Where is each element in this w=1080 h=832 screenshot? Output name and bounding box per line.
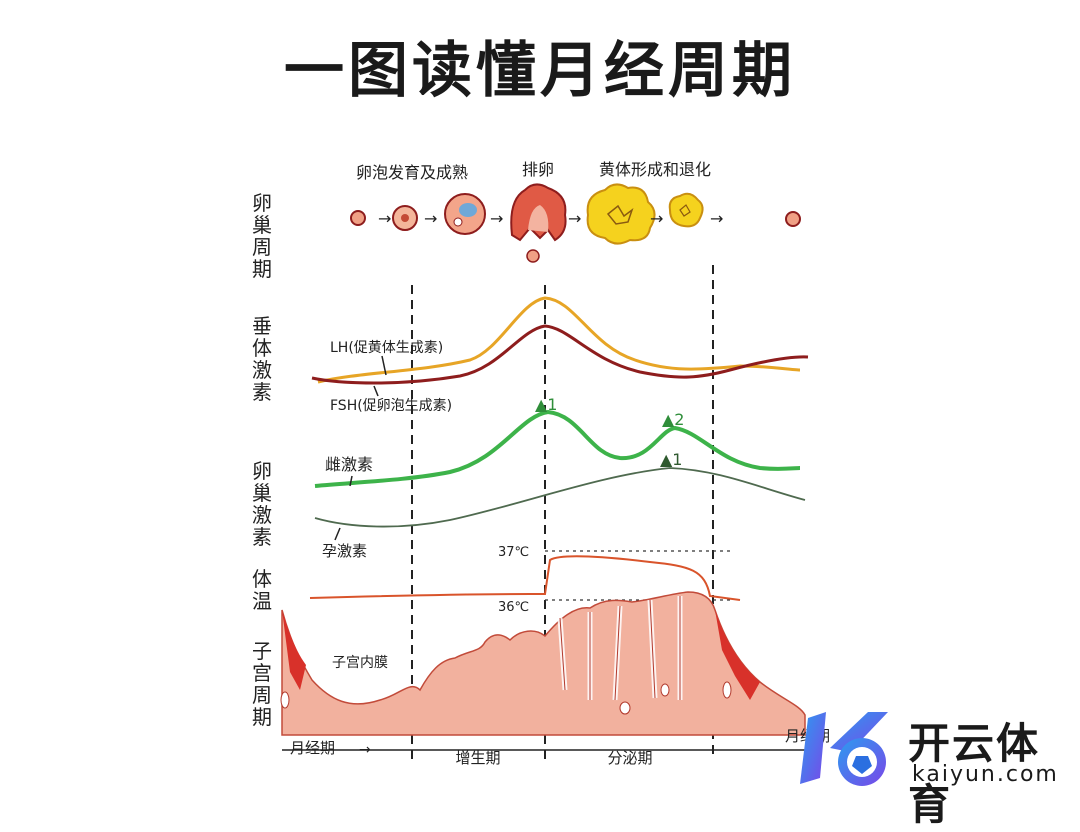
endometrium-illustration bbox=[280, 591, 806, 736]
fsh-label: FSH(促卵泡生成素) bbox=[330, 398, 452, 414]
stage-label-corpus-luteum: 黄体形成和退化 bbox=[599, 160, 711, 179]
corpus-luteum-large bbox=[586, 183, 656, 245]
fsh-curve bbox=[311, 324, 809, 385]
progesterone-label: 孕激素 bbox=[322, 542, 367, 560]
follicle-stage-1 bbox=[350, 210, 366, 226]
progesterone-label-pointer bbox=[334, 527, 341, 541]
follicle-stage-3 bbox=[444, 193, 486, 235]
temperature-curve bbox=[309, 555, 741, 601]
lh-label-pointer bbox=[381, 355, 387, 376]
phase-secretory: 分泌期 bbox=[607, 749, 652, 767]
menstrual-cycle-diagram: 卵泡发育及成熟 排卵 黄体形成和退化 → → → → → → LH(促黄体生成素… bbox=[280, 160, 830, 767]
row-label-body-temp: 体温 bbox=[252, 567, 272, 613]
temp-low-label: 36℃ bbox=[498, 600, 529, 615]
arrow-5: → bbox=[650, 209, 663, 228]
arrow-6: → bbox=[710, 209, 723, 228]
row-label-ovarian-hormones: 卵巢激素 bbox=[252, 459, 272, 549]
progesterone-curve bbox=[314, 467, 806, 528]
row-label-ovary-cycle: 卵巢周期 bbox=[252, 191, 272, 281]
arrow-4: → bbox=[568, 209, 581, 228]
stage-label-follicle: 卵泡发育及成熟 bbox=[356, 163, 468, 182]
endometrium-label: 子宫内膜 bbox=[332, 655, 388, 671]
phase-arrow-left: —→ bbox=[345, 742, 371, 758]
new-follicle bbox=[785, 211, 801, 227]
arrow-3: → bbox=[490, 209, 503, 228]
stage-label-ovulation: 排卵 bbox=[522, 160, 554, 179]
peak-marker-3: ▲1 bbox=[660, 450, 682, 469]
watermark-en: kaiyun.com bbox=[912, 762, 1059, 787]
peak-marker-1: ▲1 bbox=[535, 395, 557, 414]
phase-proliferative: 增生期 bbox=[455, 749, 500, 767]
fsh-label-pointer bbox=[373, 385, 379, 397]
ovulation-follicle bbox=[510, 183, 567, 263]
peak-marker-2: ▲2 bbox=[662, 410, 684, 429]
arrow-1: → bbox=[378, 209, 391, 228]
corpus-luteum-small bbox=[668, 192, 704, 228]
arrow-2: → bbox=[424, 209, 437, 228]
estrogen-curve bbox=[314, 409, 801, 488]
estrogen-label-pointer bbox=[349, 475, 353, 487]
row-label-uterus-cycle: 子宫周期 bbox=[252, 639, 272, 729]
kaiyun-watermark: 开云体育 kaiyun.com bbox=[790, 700, 1080, 829]
row-label-pituitary-hormones: 垂体激素 bbox=[252, 314, 272, 404]
phase-menstrual-start: 月经期 bbox=[290, 739, 335, 757]
estrogen-label: 雌激素 bbox=[325, 455, 373, 474]
follicle-stage-2 bbox=[392, 205, 418, 231]
page-title: 一图读懂月经周期 bbox=[284, 36, 796, 106]
lh-label: LH(促黄体生成素) bbox=[330, 339, 443, 356]
temp-high-label: 37℃ bbox=[498, 545, 529, 560]
kaiyun-logo-icon bbox=[800, 712, 888, 786]
